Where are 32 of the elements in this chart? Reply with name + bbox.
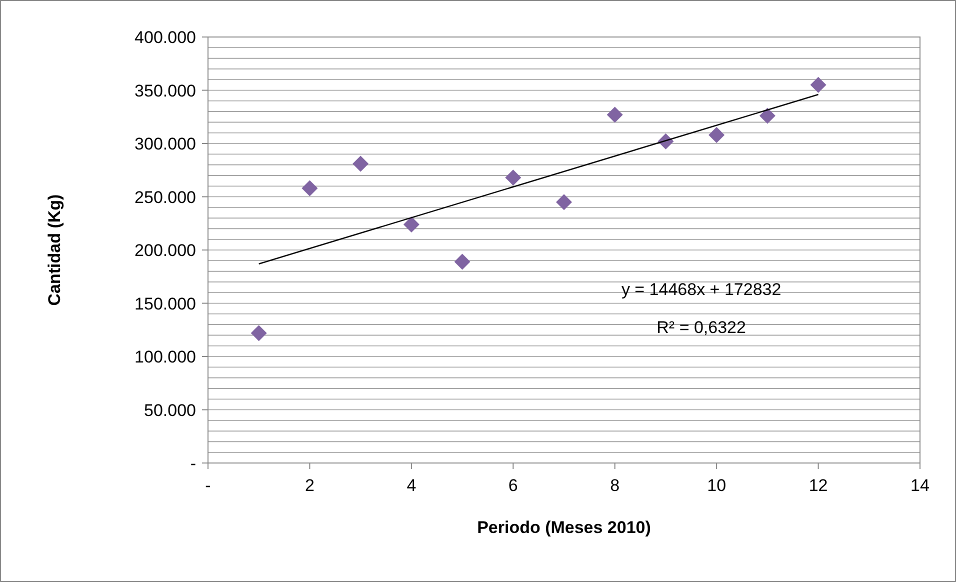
y-tick-label: 200.000 xyxy=(134,241,196,260)
x-tick-label: 4 xyxy=(406,476,416,495)
point xyxy=(352,156,369,172)
point xyxy=(759,108,776,124)
point xyxy=(606,106,623,123)
point xyxy=(505,170,522,186)
x-tick-label: 6 xyxy=(508,476,518,495)
y-axis-title: Cantidad (Kg) xyxy=(45,194,64,306)
y-tick-label: 150.000 xyxy=(134,294,196,314)
y-tick-label: 300.000 xyxy=(134,134,196,154)
y-tick-label: 350.000 xyxy=(134,81,196,100)
x-tick-label: 14 xyxy=(910,476,930,495)
point xyxy=(250,325,267,342)
y-tick-label: 250.000 xyxy=(134,188,196,207)
x-axis-title: Periodo (Meses 2010) xyxy=(477,518,651,537)
x-tick-label: - xyxy=(205,476,211,495)
point xyxy=(810,76,826,93)
y-tick-label: - xyxy=(190,454,196,473)
x-tick-label: 12 xyxy=(808,476,828,495)
x-tick-label: 2 xyxy=(304,476,314,495)
annotation: R² = 0,6322 xyxy=(656,318,746,337)
annotation: y = 14468x + 172832 xyxy=(621,280,782,299)
point xyxy=(403,216,420,232)
x-tick-label: 8 xyxy=(610,476,620,495)
y-tick-label: 50.000 xyxy=(144,400,196,420)
x-tick-label: 10 xyxy=(707,476,726,495)
y-tick-label: 100.000 xyxy=(134,348,196,366)
point xyxy=(708,126,725,143)
point xyxy=(302,180,318,196)
point xyxy=(556,194,572,210)
y-tick-label: 400.000 xyxy=(134,28,196,47)
point xyxy=(454,254,470,270)
